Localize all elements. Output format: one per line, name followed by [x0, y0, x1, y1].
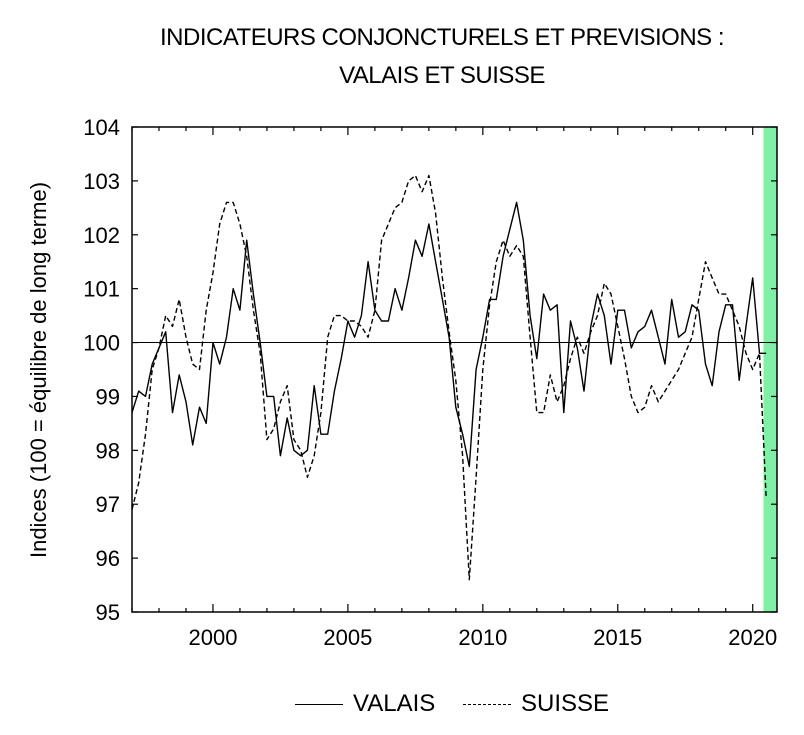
legend: VALAIS SUISSE	[0, 690, 804, 720]
y-tick-label: 96	[96, 546, 120, 571]
x-tick-label: 2020	[728, 625, 777, 650]
y-tick-label: 100	[83, 331, 120, 356]
legend-solid-line-icon	[295, 703, 343, 705]
y-tick-label: 95	[96, 600, 120, 625]
y-axis-label: Indices (100 = équilibre de long terme)	[26, 182, 51, 558]
legend-item-suisse: SUISSE	[463, 690, 609, 718]
series-line-suisse	[131, 174, 767, 581]
x-tick-label: 2000	[188, 625, 237, 650]
y-tick-label: 102	[83, 223, 120, 248]
y-tick-label: 104	[83, 115, 120, 140]
legend-dashed-line-icon	[463, 703, 511, 705]
y-tick-label: 98	[96, 438, 120, 463]
forecast-band	[763, 127, 777, 612]
y-tick-label: 97	[96, 492, 120, 517]
x-tick-label: 2005	[323, 625, 372, 650]
x-tick-label: 2015	[593, 625, 642, 650]
chart-title-line-1: INDICATEURS CONJONCTURELS ET PREVISIONS …	[159, 24, 725, 51]
legend-item-valais: VALAIS	[295, 690, 435, 718]
plot-frame	[131, 126, 778, 613]
series-line-valais	[131, 201, 767, 468]
y-tick-label: 101	[83, 277, 120, 302]
chart-title-line-2: VALAIS ET SUISSE	[339, 62, 545, 89]
y-tick-label: 103	[83, 169, 120, 194]
legend-label-valais: VALAIS	[353, 690, 436, 717]
legend-label-suisse: SUISSE	[521, 690, 610, 717]
line-chart: 95 96 97 98 99 100 101 102 103 104 2000 2005 2010 20…	[26, 115, 778, 650]
y-tick-label: 99	[96, 384, 120, 409]
x-tick-label: 2010	[458, 625, 507, 650]
